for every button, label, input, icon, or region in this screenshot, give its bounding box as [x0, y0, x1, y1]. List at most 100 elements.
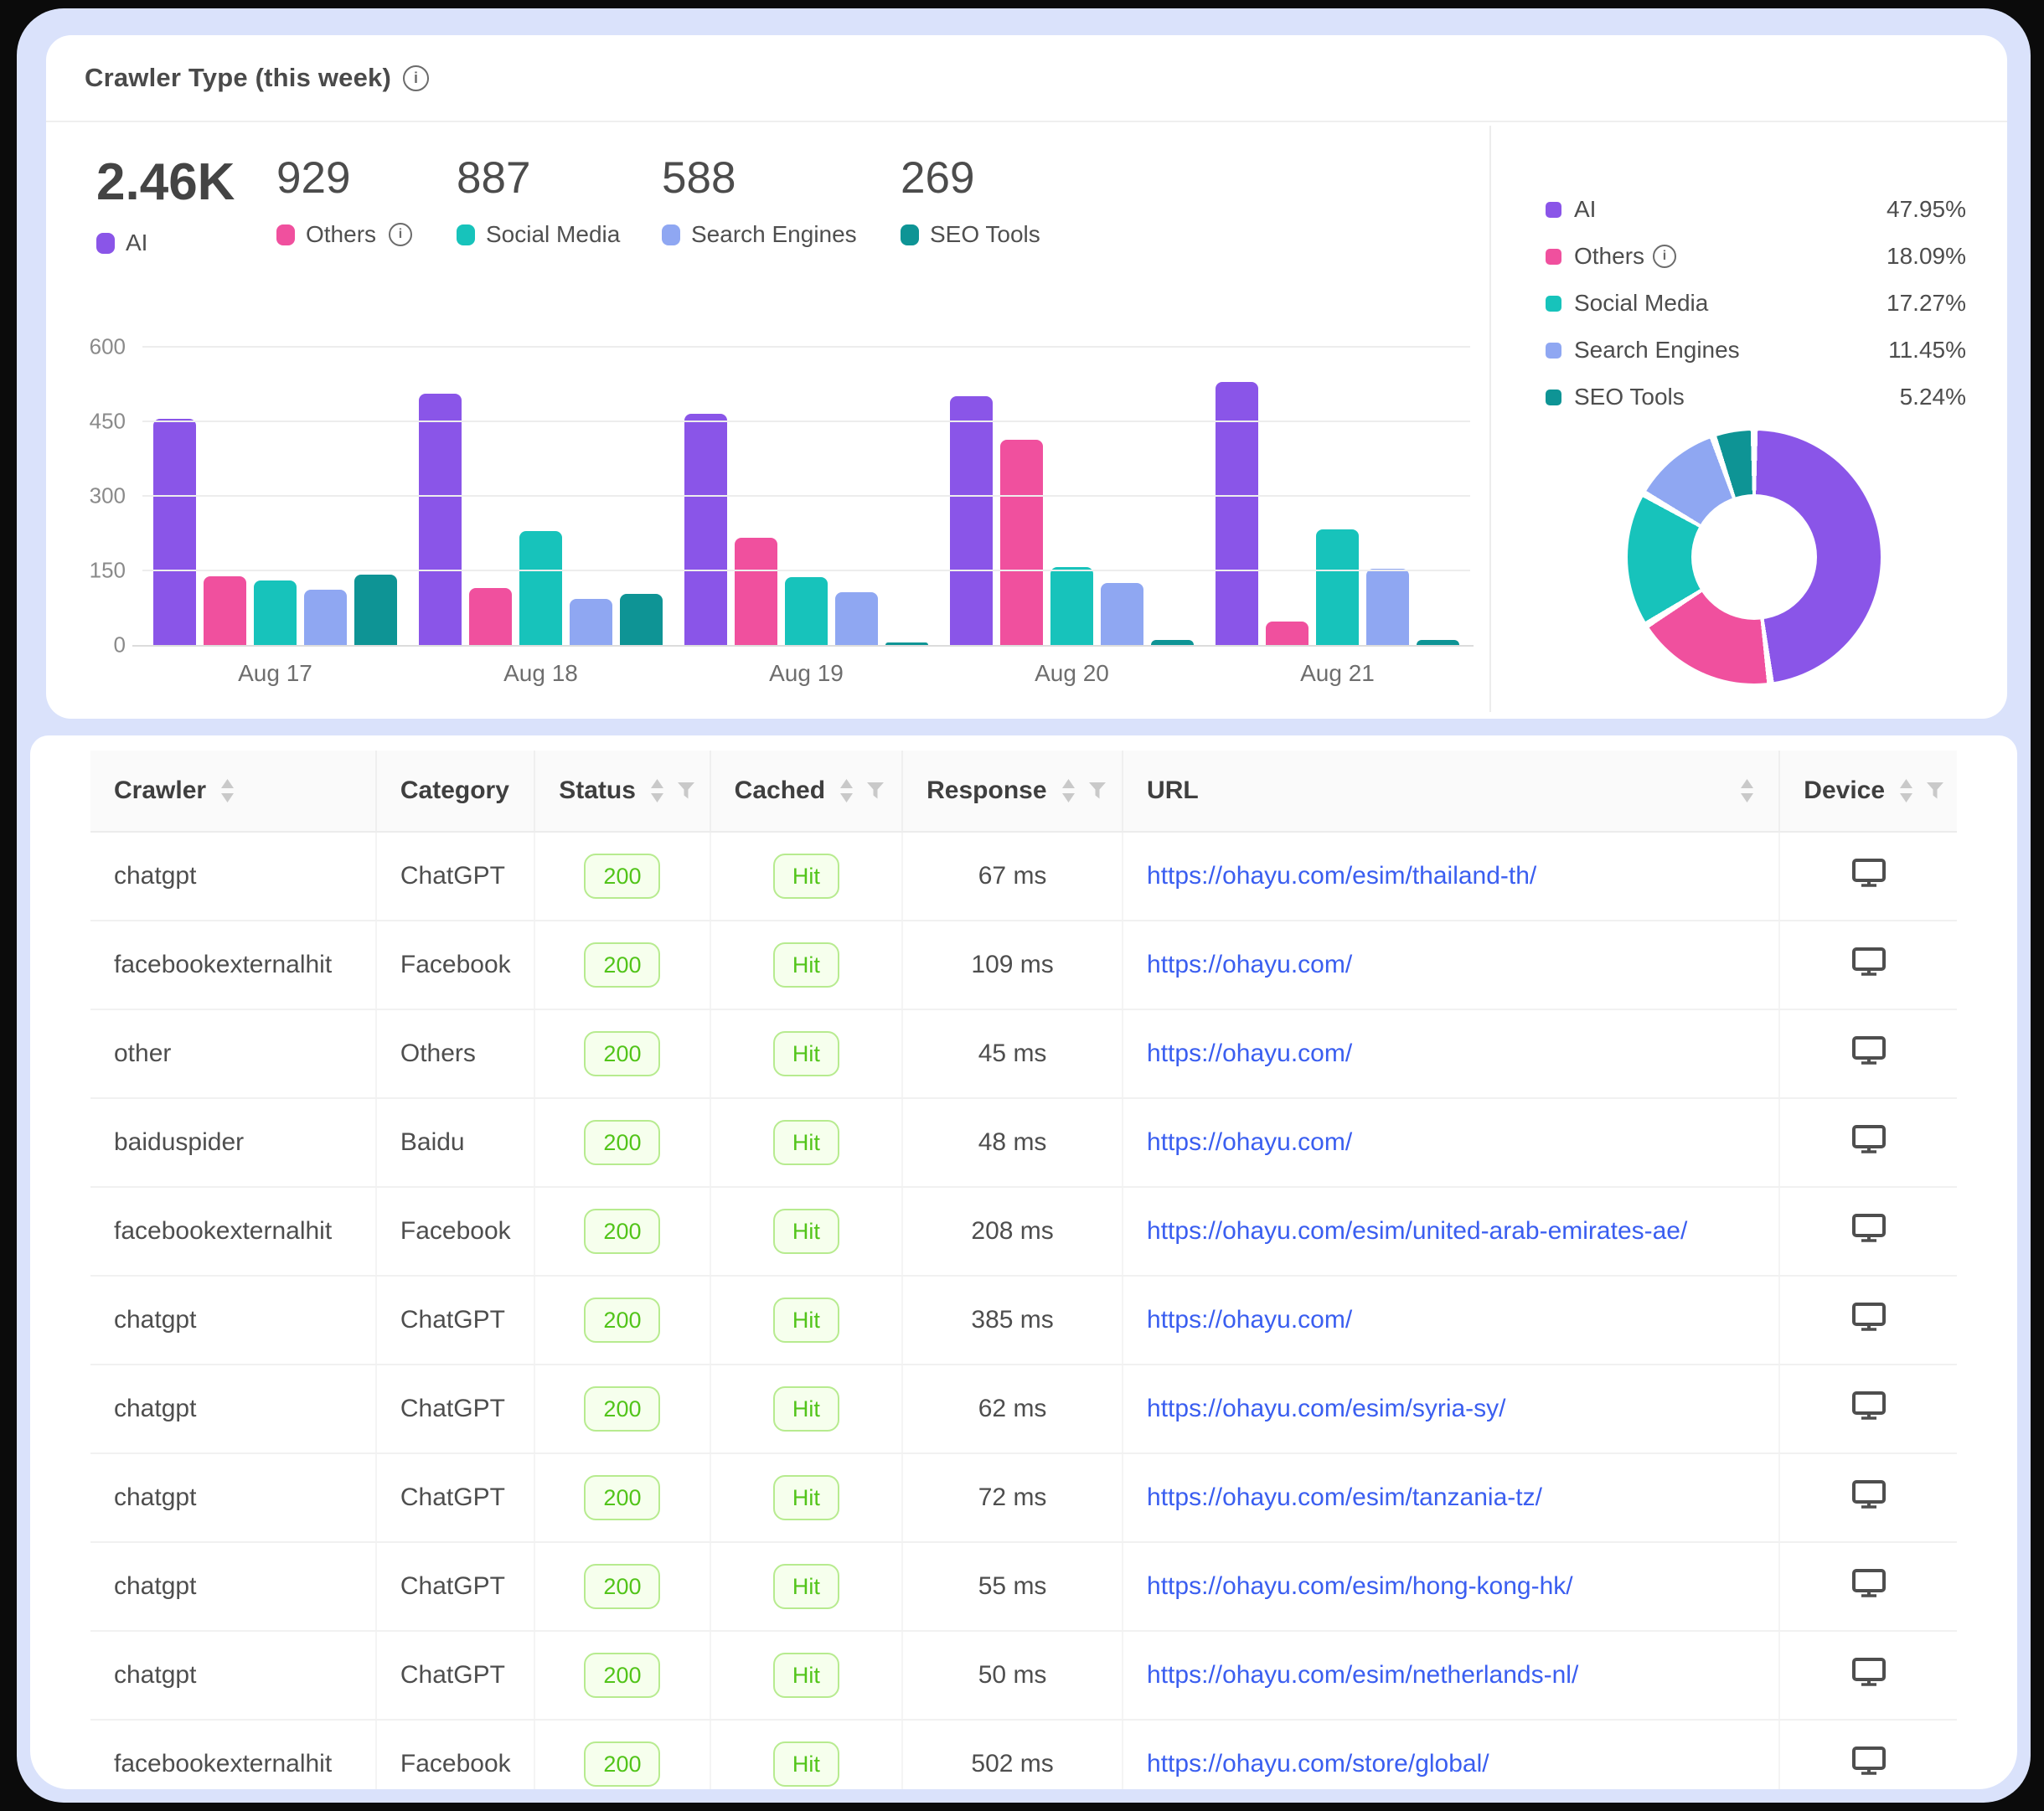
- filter-icon[interactable]: [1926, 782, 1944, 800]
- cached-badge: Hit: [772, 1741, 839, 1788]
- sort-icon[interactable]: [1739, 778, 1755, 803]
- column-header-device[interactable]: Device: [1779, 751, 1957, 833]
- status-badge: 200: [584, 1297, 661, 1344]
- url-link[interactable]: https://ohayu.com/: [1147, 1040, 1353, 1067]
- sort-icon[interactable]: [1061, 778, 1076, 803]
- cached-badge: Hit: [772, 1208, 839, 1255]
- url-link[interactable]: https://ohayu.com/: [1147, 1128, 1353, 1156]
- y-axis-tick: 600: [89, 333, 126, 359]
- cell-device: [1779, 1631, 1957, 1721]
- filter-icon[interactable]: [866, 782, 885, 800]
- legend-label: AI: [1574, 196, 1597, 222]
- column-header-inner: Crawler: [114, 777, 352, 805]
- cell-url: https://ohayu.com/esim/netherlands-nl/: [1123, 1631, 1781, 1721]
- column-header-inner: Status: [559, 777, 694, 805]
- url-link[interactable]: https://ohayu.com/store/global/: [1147, 1750, 1489, 1777]
- stat-ai[interactable]: 2.46K AI: [96, 153, 276, 256]
- gridline: [142, 570, 1470, 571]
- sort-icon[interactable]: [219, 778, 235, 803]
- stat-label: Others i: [276, 221, 457, 248]
- cached-badge: Hit: [772, 1030, 839, 1077]
- column-label: Device: [1804, 777, 1886, 804]
- filter-icon[interactable]: [677, 782, 695, 800]
- stat-label: Search Engines: [662, 221, 901, 248]
- cell-url: https://ohayu.com/esim/tanzania-tz/: [1123, 1453, 1781, 1543]
- sort-icon[interactable]: [649, 778, 665, 803]
- column-header-status[interactable]: Status: [534, 751, 711, 833]
- url-link[interactable]: https://ohayu.com/: [1147, 951, 1353, 978]
- info-icon[interactable]: i: [1653, 245, 1677, 268]
- legend-item-others[interactable]: Others i 18.09%: [1546, 233, 1966, 280]
- legend-item-seo-tools[interactable]: SEO Tools 5.24%: [1546, 374, 1966, 421]
- cell-crawler: chatgpt: [90, 1365, 377, 1454]
- column-label: Cached: [734, 777, 826, 804]
- cell-url: https://ohayu.com/esim/syria-sy/: [1123, 1365, 1781, 1454]
- legend-item-search-engines[interactable]: Search Engines 11.45%: [1546, 327, 1966, 374]
- stat-search-engines[interactable]: 588 Search Engines: [662, 153, 901, 256]
- desktop-monitor-icon: [1851, 858, 1887, 888]
- bar-seo-tools-aug-17: [354, 574, 397, 645]
- legend-item-social-media[interactable]: Social Media 17.27%: [1546, 280, 1966, 327]
- bar-seo-tools-aug-18: [620, 594, 663, 645]
- bar-others-aug-19: [735, 538, 777, 645]
- cached-badge: Hit: [772, 1474, 839, 1521]
- status-badge: 200: [584, 1385, 661, 1432]
- url-link[interactable]: https://ohayu.com/esim/united-arab-emira…: [1147, 1217, 1688, 1245]
- table-row: chatgpt ChatGPT 200 Hit 385 ms https://ohayu.…: [90, 1276, 1957, 1365]
- bar-search-engines-aug-20: [1101, 583, 1143, 645]
- cell-category: ChatGPT: [375, 1542, 536, 1632]
- column-label: Status: [559, 777, 636, 804]
- bar-others-aug-17: [204, 576, 246, 645]
- gridline: [142, 495, 1470, 497]
- legend-percentage: 47.95%: [1887, 196, 1966, 222]
- bar-ai-aug-18: [419, 394, 462, 645]
- x-axis-label: Aug 17: [238, 660, 312, 686]
- desktop-monitor-icon: [1851, 1124, 1887, 1154]
- cell-status: 200: [534, 921, 711, 1010]
- bar-group-aug-20: [939, 347, 1205, 645]
- bar-group-aug-18: [408, 347, 674, 645]
- status-badge: 200: [584, 853, 661, 900]
- cell-crawler: facebookexternalhit: [90, 1720, 377, 1789]
- url-link[interactable]: https://ohayu.com/esim/hong-kong-hk/: [1147, 1572, 1573, 1600]
- y-axis-tick: 150: [89, 557, 126, 583]
- sort-icon[interactable]: [1898, 778, 1914, 803]
- status-badge: 200: [584, 1474, 661, 1521]
- column-header-crawler[interactable]: Crawler: [90, 751, 377, 833]
- sort-icon[interactable]: [839, 778, 854, 803]
- cell-category: Baidu: [375, 1098, 536, 1188]
- legend-color-chip: [1546, 248, 1561, 265]
- desktop-monitor-icon: [1851, 1479, 1887, 1509]
- cell-status: 200: [534, 1453, 711, 1543]
- stat-social-media[interactable]: 887 Social Media: [457, 153, 662, 256]
- table-row: facebookexternalhit Facebook 200 Hit 109 ms h…: [90, 921, 1957, 1010]
- column-header-response[interactable]: Response: [902, 751, 1124, 833]
- filter-icon[interactable]: [1088, 782, 1107, 800]
- info-icon[interactable]: i: [389, 223, 413, 247]
- column-header-icons: [1061, 778, 1107, 803]
- status-badge: 200: [584, 1119, 661, 1166]
- crawler-table-card: Crawler Category Status Cached Response URL De…: [30, 735, 2017, 1789]
- cell-crawler: chatgpt: [90, 1631, 377, 1721]
- status-badge: 200: [584, 1208, 661, 1255]
- stat-seo-tools[interactable]: 269 SEO Tools: [901, 153, 1085, 256]
- info-icon[interactable]: i: [403, 64, 430, 91]
- cell-device: [1779, 1098, 1957, 1188]
- url-link[interactable]: https://ohayu.com/esim/syria-sy/: [1147, 1395, 1506, 1422]
- column-header-cached[interactable]: Cached: [710, 751, 904, 833]
- desktop-monitor-icon: [1851, 1746, 1887, 1776]
- bar-seo-tools-aug-21: [1417, 640, 1459, 645]
- url-link[interactable]: https://ohayu.com/: [1147, 1306, 1353, 1334]
- legend-color-chip: [1546, 389, 1561, 405]
- url-link[interactable]: https://ohayu.com/esim/netherlands-nl/: [1147, 1661, 1579, 1689]
- url-link[interactable]: https://ohayu.com/esim/tanzania-tz/: [1147, 1483, 1542, 1511]
- legend-item-ai[interactable]: AI 47.95%: [1546, 186, 1966, 233]
- cell-cached: Hit: [710, 1453, 904, 1543]
- legend-color-chip: [96, 232, 115, 254]
- stat-value: 588: [662, 153, 736, 203]
- cached-badge: Hit: [772, 1297, 839, 1344]
- url-link[interactable]: https://ohayu.com/esim/thailand-th/: [1147, 862, 1537, 890]
- stat-others[interactable]: 929 Others i: [276, 153, 457, 256]
- card-header: Crawler Type (this week) i: [46, 35, 2007, 122]
- column-header-url[interactable]: URL: [1123, 751, 1781, 833]
